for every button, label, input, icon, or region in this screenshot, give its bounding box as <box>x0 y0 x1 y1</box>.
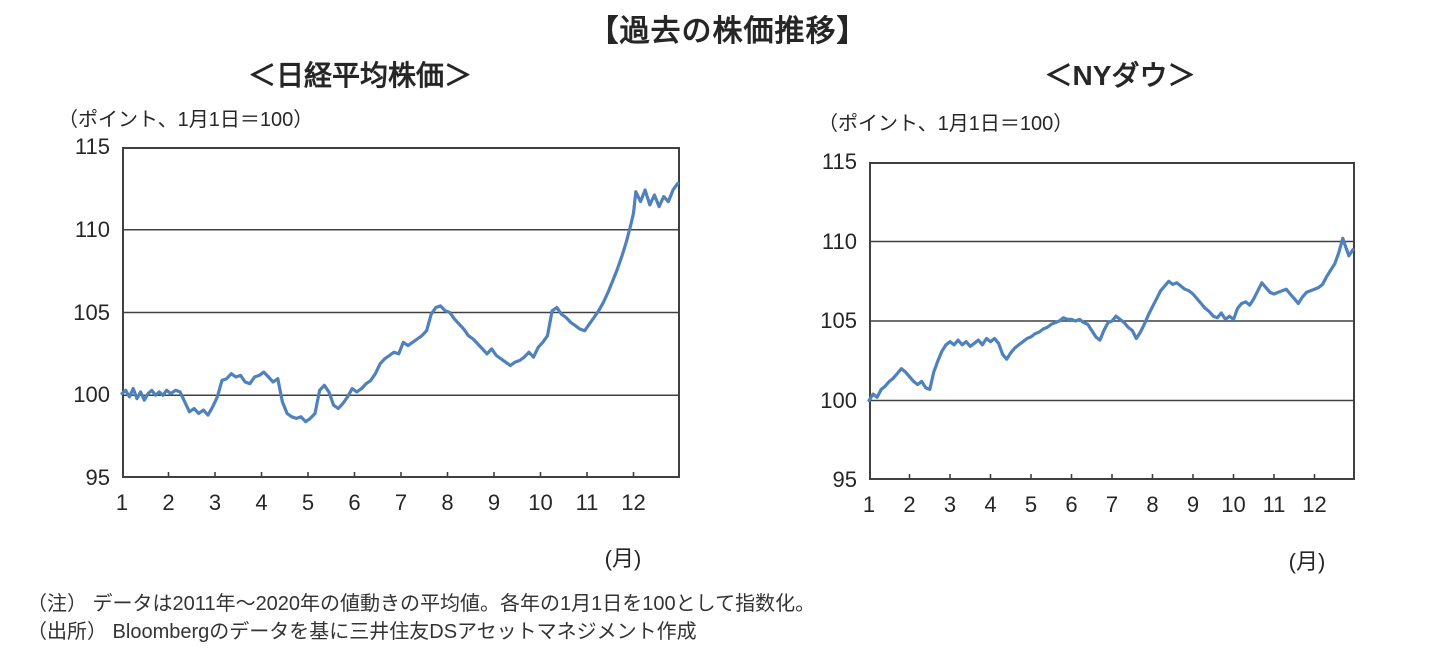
y-axis-tick-label: 110 <box>74 216 110 242</box>
x-axis-tick-label: 9 <box>1186 492 1200 517</box>
x-axis-tick-label: 10 <box>1221 492 1246 517</box>
plot-border <box>122 147 680 478</box>
index-line-series <box>867 236 1355 403</box>
x-axis-tick-label: 3 <box>943 492 957 517</box>
footnote-source-note: （注） データは2011年～2020年の値動きの平均値。各年の1月1日を100と… <box>27 593 816 615</box>
nydow-chart-title: ＜NYダウ＞ <box>1044 60 1196 91</box>
x-axis-tick-label: 3 <box>208 490 222 515</box>
page-title: 【過去の株価推移】 <box>588 15 868 48</box>
plot-area <box>120 147 680 478</box>
x-axis-tick-label: 2 <box>162 490 175 515</box>
x-axis-tick-label: 4 <box>984 492 997 517</box>
x-axis-tick-label: 1 <box>115 490 129 515</box>
x-axis-tick-label: 11 <box>1262 492 1286 517</box>
index-line-series <box>120 181 680 424</box>
nikkei-x-unit-label: (月) <box>604 546 642 571</box>
x-axis-tick-label: 10 <box>528 490 553 515</box>
x-axis-tick-label: 4 <box>255 490 268 515</box>
y-axis-tick-label: 95 <box>85 465 110 490</box>
footnote-attribution: （出所） Bloombergのデータを基に三井住友DSアセットマネジメント作成 <box>27 621 697 643</box>
y-axis-tick-label: 115 <box>821 149 857 174</box>
plot-border <box>869 162 1355 480</box>
x-axis-tick-label: 12 <box>621 490 646 515</box>
x-axis-tick-label: 5 <box>1024 492 1038 517</box>
y-axis-tick-label: 100 <box>820 387 857 413</box>
x-axis-tick-label: 7 <box>394 490 408 515</box>
y-axis-tick-label: 105 <box>73 299 110 325</box>
nydow-axis-caption: （ポイント、1月1日＝100） <box>818 113 1074 135</box>
y-axis-tick-label: 110 <box>821 228 857 254</box>
x-axis-tick-label: 8 <box>441 490 454 515</box>
x-axis-tick-label: 6 <box>1065 492 1078 517</box>
x-axis-tick-label: 8 <box>1146 492 1159 517</box>
y-axis-tick-label: 115 <box>74 134 110 159</box>
nydow-x-unit-label: (月) <box>1288 549 1326 574</box>
y-axis-tick-label: 100 <box>73 382 110 408</box>
y-axis-tick-label: 95 <box>832 467 857 492</box>
x-axis-tick-label: 11 <box>575 490 599 515</box>
nikkei-axis-caption: （ポイント、1月1日＝100） <box>58 109 314 131</box>
nikkei-chart-title: ＜日経平均株価＞ <box>247 60 472 91</box>
x-axis-tick-label: 9 <box>487 490 501 515</box>
plot-area <box>867 162 1355 480</box>
x-axis-tick-label: 5 <box>301 490 315 515</box>
x-axis-tick-label: 7 <box>1105 492 1119 517</box>
x-axis-tick-label: 1 <box>862 492 876 517</box>
y-axis-tick-label: 105 <box>820 308 857 333</box>
x-axis-tick-label: 2 <box>903 492 916 517</box>
x-axis-tick-label: 12 <box>1302 492 1327 517</box>
x-axis-tick-label: 6 <box>348 490 361 515</box>
